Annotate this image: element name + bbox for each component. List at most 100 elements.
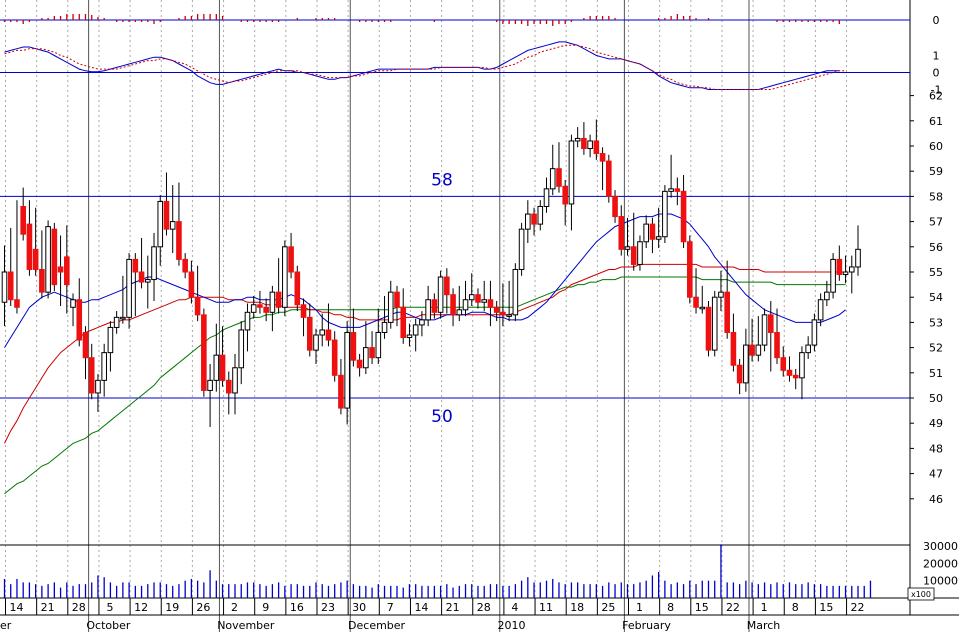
price-tick-label: 54: [929, 291, 943, 304]
price-tick-label: 58: [929, 190, 943, 203]
candle-body: [612, 195, 618, 218]
candle-body: [855, 248, 861, 268]
candle-body: [144, 279, 151, 283]
candle-body: [630, 246, 637, 265]
ma-fast-line: [4, 213, 846, 348]
candle-body: [493, 306, 500, 313]
candle-body: [95, 379, 101, 394]
x-day-label: 22: [726, 601, 740, 614]
candle-body: [718, 291, 724, 298]
x-day-label: 1: [636, 601, 643, 614]
candle-body: [381, 321, 388, 333]
candle-body: [512, 268, 519, 316]
x-day-label: 26: [196, 601, 210, 614]
candle-body: [169, 221, 176, 230]
candle-body: [76, 299, 83, 341]
candle-body: [537, 205, 544, 225]
price-tick-label: 59: [929, 165, 943, 178]
x-month-label: February: [622, 619, 671, 632]
candle-body: [786, 369, 793, 376]
candle-body: [531, 213, 537, 225]
price-tick-label: 56: [929, 241, 943, 254]
candle-body: [26, 223, 33, 270]
candle-body: [39, 268, 45, 293]
candle-body: [188, 271, 195, 298]
price-tick-label: 53: [929, 316, 943, 329]
candle-body: [213, 354, 220, 381]
candle-body: [120, 316, 126, 320]
volume-tick-label: 30000: [923, 540, 958, 553]
x-day-label: 15: [819, 601, 833, 614]
candle-body: [618, 216, 625, 250]
candle-body: [462, 299, 469, 311]
x-day-label: 14: [414, 601, 428, 614]
candle-body: [257, 304, 263, 308]
x-day-label: 15: [695, 601, 709, 614]
x-day-label: 2: [231, 601, 238, 614]
x-day-label: 22: [851, 601, 865, 614]
candle-body: [282, 246, 288, 308]
x-month-label: December: [348, 619, 406, 632]
candle-body: [182, 258, 188, 273]
candle-body: [113, 316, 120, 328]
volume-panel: [3, 544, 872, 598]
candle-body: [132, 258, 139, 273]
candle-body: [263, 306, 269, 313]
candle-body: [176, 221, 182, 260]
candle-body: [32, 248, 39, 270]
candle-body: [518, 228, 525, 270]
axis-labels: 464748495051525354555657585960616210-103…: [0, 14, 958, 632]
candle-body: [82, 331, 89, 359]
macd-panel: [0, 41, 910, 90]
price-tick-label: 51: [929, 367, 943, 380]
candle-body: [556, 168, 562, 187]
candle-body: [400, 306, 407, 339]
gridlines: [5, 0, 848, 632]
candle-body: [500, 311, 506, 316]
candle-body: [394, 291, 400, 308]
candle-body: [655, 236, 662, 240]
candle-body: [387, 291, 394, 323]
x-day-label: 18: [570, 601, 584, 614]
candle-body: [817, 299, 824, 321]
candle-body: [294, 271, 301, 306]
candle-body: [244, 311, 251, 331]
candle-body: [668, 188, 674, 192]
candle-body: [593, 140, 600, 155]
candle-body: [805, 344, 811, 354]
candle-body: [238, 329, 245, 369]
candle-body: [643, 223, 649, 243]
x-day-label: 21: [41, 601, 55, 614]
candle-body: [207, 379, 213, 391]
candle-body: [842, 271, 849, 276]
macd-tick-label: 0: [933, 67, 940, 80]
x-day-label: 14: [10, 601, 24, 614]
candle-body: [431, 299, 438, 313]
x-day-label: 11: [539, 601, 553, 614]
macd-tick-label: 1: [933, 50, 940, 63]
candle-body: [736, 364, 743, 384]
candle-body: [767, 314, 774, 333]
candle-body: [14, 299, 20, 308]
candle-body: [848, 266, 855, 273]
candle-body: [743, 344, 749, 384]
candle-body: [201, 314, 207, 391]
x-day-label: 28: [477, 601, 491, 614]
candle-body: [475, 294, 481, 303]
price-tick-label: 55: [929, 266, 943, 279]
candle-body: [20, 205, 26, 235]
candle-body: [51, 228, 58, 286]
candle-body: [774, 331, 780, 359]
candle-body: [356, 359, 363, 369]
candle-body: [755, 344, 762, 356]
volume-unit-label: x100: [911, 590, 931, 599]
candle-body: [456, 309, 463, 316]
candle-body: [437, 276, 444, 313]
candle-body: [288, 246, 294, 273]
candle-body: [705, 306, 712, 351]
candle-body: [637, 241, 643, 265]
candle-body: [761, 314, 768, 346]
candle-body: [219, 354, 226, 381]
price-tick-label: 62: [929, 90, 943, 103]
